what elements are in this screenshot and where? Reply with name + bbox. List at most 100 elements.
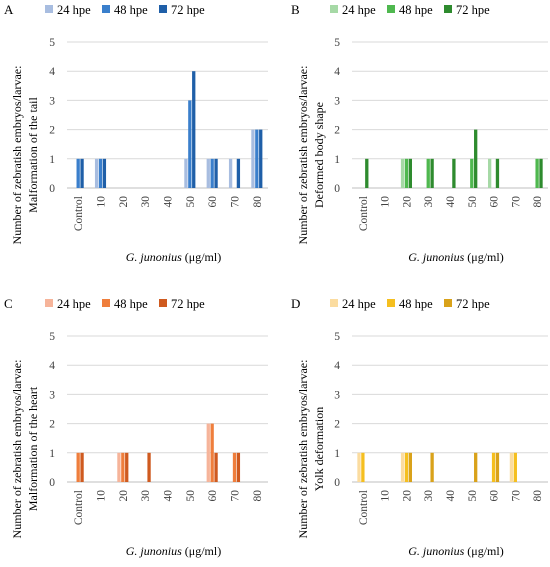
bar-d-s1-c0	[361, 452, 365, 482]
y-tick-label-c-5: 5	[49, 331, 55, 343]
x-tick-label-b-7: 70	[510, 196, 522, 208]
bar-b-s2-c0	[365, 158, 369, 188]
x-tick-label-c-6: 60	[207, 490, 219, 502]
bar-a-s0-c7	[228, 158, 233, 188]
panel-letter-d: D	[291, 296, 300, 311]
x-tick-label-b-0: Control	[358, 196, 370, 231]
bar-b-s2-c3	[430, 158, 434, 188]
x-axis-label-species-c: G. junonius	[126, 544, 182, 558]
y-tick-label-c-4: 4	[49, 360, 55, 372]
x-tick-label-d-5: 50	[467, 490, 479, 502]
bar-d-s0-c0	[357, 452, 361, 482]
legend-swatch-d-2	[444, 299, 452, 307]
legend-b: 24 hpe 48 hpe 72 hpe	[330, 3, 490, 17]
x-tick-label-c-0: Control	[73, 490, 85, 525]
x-tick-label-b-8: 80	[532, 196, 544, 208]
y-tick-label-d-2: 2	[334, 419, 340, 431]
bar-c-s2-c3	[147, 452, 151, 482]
legend-swatch-b-2	[444, 5, 452, 13]
bar-d-s2-c5	[474, 452, 478, 482]
x-axis-label-unit-b: (μg/ml)	[464, 250, 503, 264]
legend-swatch-d-1	[387, 299, 395, 307]
bar-b-s0-c6	[488, 158, 492, 188]
bar-c-s1-c2	[121, 452, 125, 482]
y-tick-label-c-2: 2	[49, 419, 55, 431]
x-axis-label-species-b: G. junonius	[408, 250, 464, 264]
legend-swatch-a-0	[45, 5, 53, 13]
bar-d-s1-c2	[404, 452, 409, 482]
bar-b-s2-c8	[539, 158, 543, 188]
legend-label-a-1: 48 hpe	[114, 3, 148, 17]
legend-swatch-c-1	[102, 299, 110, 307]
bar-c-s2-c0	[80, 452, 84, 482]
y-tick-label-b-1: 1	[334, 154, 340, 166]
x-axis-label-c: G. junonius (μg/ml)	[126, 544, 221, 558]
y-axis-label-d-line-0: Number of zebratish embryos/larvae:	[296, 360, 310, 539]
x-tick-label-c-2: 20	[118, 490, 130, 502]
legend-label-c-0: 24 hpe	[57, 297, 91, 311]
x-tick-label-d-1: 10	[380, 490, 392, 502]
bar-d-s2-c6	[495, 452, 500, 482]
x-tick-label-b-1: 10	[380, 196, 392, 208]
bar-b-s1-c5	[470, 158, 474, 188]
chart-panel-d: D 24 hpe 48 hpe 72 hpe 0 1 2 3 4 5 Control 10 20 30 40…	[291, 296, 548, 558]
x-tick-label-b-6: 60	[489, 196, 501, 208]
x-axis-label-b: G. junonius (μg/ml)	[408, 250, 503, 264]
y-axis-label-a-line-0: Number of zebratish embryos/larvae:	[10, 66, 24, 245]
legend-label-a-0: 24 hpe	[57, 3, 91, 17]
x-tick-label-c-7: 70	[230, 490, 242, 502]
bar-c-s1-c6	[210, 423, 214, 482]
x-tick-label-a-6: 60	[207, 196, 219, 208]
legend-swatch-a-2	[159, 5, 167, 13]
bar-a-s1-c1	[98, 158, 103, 188]
y-tick-label-d-3: 3	[334, 389, 340, 401]
y-tick-label-a-2: 2	[49, 125, 55, 137]
bar-b-s2-c6	[495, 158, 500, 188]
y-tick-label-d-5: 5	[334, 331, 340, 343]
legend-label-b-0: 24 hpe	[342, 3, 376, 17]
x-tick-label-d-8: 80	[532, 490, 544, 502]
bar-a-s2-c7	[236, 158, 241, 188]
legend-label-b-2: 72 hpe	[456, 3, 490, 17]
bar-b-s0-c2	[400, 158, 405, 188]
y-tick-label-a-3: 3	[49, 95, 55, 107]
y-axis-label-d-line-1: Yolk deformation	[312, 407, 326, 491]
legend-a: 24 hpe 48 hpe 72 hpe	[45, 3, 205, 17]
bar-b-s2-c2	[408, 158, 412, 188]
y-tick-label-a-5: 5	[49, 37, 55, 49]
bar-a-s2-c5	[192, 71, 196, 188]
y-axis-label-b-line-0: Number of zebratish embryos/larvae:	[296, 66, 310, 245]
legend-label-d-1: 48 hpe	[399, 297, 433, 311]
bar-b-s1-c2	[404, 158, 409, 188]
y-tick-label-b-2: 2	[334, 125, 340, 137]
bar-d-s1-c7	[513, 452, 517, 482]
x-tick-label-a-3: 30	[140, 196, 152, 208]
chart-panel-a: A 24 hpe 48 hpe 72 hpe 0 1 2 3 4 5 Control 10 20 30 40…	[4, 2, 268, 264]
bar-a-s0-c6	[206, 158, 210, 188]
bar-a-s1-c0	[76, 158, 80, 188]
bar-c-s2-c2	[125, 452, 129, 482]
x-tick-label-d-0: Control	[358, 490, 370, 525]
legend-swatch-b-1	[387, 5, 395, 13]
bar-c-s1-c7	[232, 452, 237, 482]
legend-c: 24 hpe 48 hpe 72 hpe	[45, 297, 205, 311]
bar-d-s0-c2	[400, 452, 405, 482]
bar-c-s2-c6	[214, 452, 218, 482]
bar-a-s0-c5	[184, 158, 188, 188]
x-tick-label-d-3: 30	[423, 490, 435, 502]
x-axis-label-unit-d: (μg/ml)	[464, 544, 503, 558]
y-tick-label-a-4: 4	[49, 66, 55, 78]
x-axis-label-species-a: G. junonius	[126, 250, 182, 264]
y-tick-label-b-3: 3	[334, 95, 340, 107]
x-tick-label-a-7: 70	[230, 196, 242, 208]
bar-b-s1-c3	[426, 158, 430, 188]
bar-b-s2-c5	[474, 129, 478, 188]
bar-d-s1-c6	[491, 452, 496, 482]
bar-c-s0-c2	[117, 452, 121, 482]
y-tick-label-b-5: 5	[334, 37, 340, 49]
x-axis-label-unit-c: (μg/ml)	[182, 544, 221, 558]
bar-a-s2-c8	[259, 129, 263, 188]
y-tick-label-c-3: 3	[49, 389, 55, 401]
panel-letter-c: C	[4, 296, 13, 311]
bar-a-s1-c5	[188, 100, 192, 188]
